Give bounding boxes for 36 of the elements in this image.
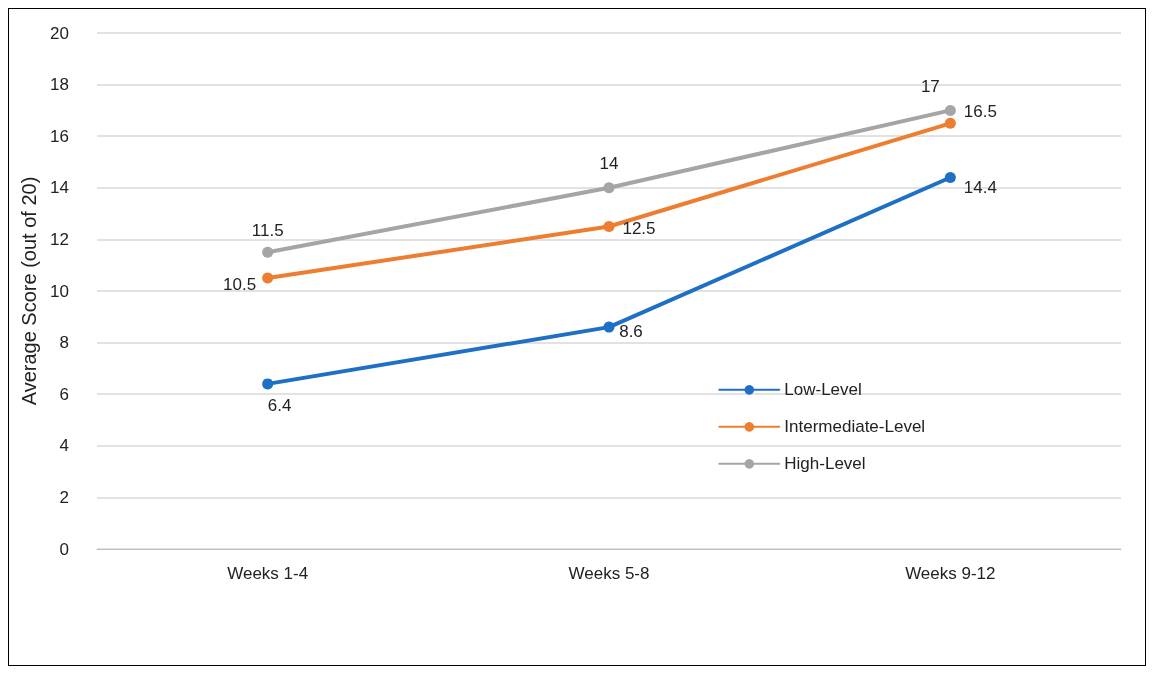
- legend-label: High-Level: [784, 454, 866, 474]
- y-axis-title: Average Score (out of 20): [18, 176, 41, 406]
- point: [603, 221, 615, 232]
- data-label: 17: [920, 76, 940, 96]
- x-tick-label: Weeks 9-12: [905, 564, 996, 583]
- y-tick-label: 8: [59, 333, 69, 353]
- y-tick-label: 4: [59, 436, 69, 456]
- data-label: 6.4: [267, 396, 292, 416]
- data-label: 8.6: [619, 321, 643, 341]
- point: [944, 117, 956, 129]
- x-tick-label: Weeks 5-8: [568, 564, 650, 583]
- point: [944, 171, 956, 183]
- y-tick-label: 2: [59, 487, 69, 507]
- y-tick-label: 16: [50, 126, 69, 146]
- data-label: 10.5: [223, 274, 257, 294]
- data-label: 12.5: [622, 219, 656, 238]
- data-label: 11.5: [251, 220, 284, 240]
- point: [262, 378, 274, 390]
- data-label: 14: [599, 154, 619, 174]
- x-tick-label: Weeks 1-4: [227, 564, 309, 583]
- point: [262, 272, 274, 284]
- legend-label: Intermediate-Level: [784, 417, 926, 437]
- y-tick-label: 14: [50, 178, 69, 198]
- y-tick-label: 0: [59, 539, 69, 559]
- y-tick-label: 18: [50, 75, 69, 95]
- point: [944, 104, 956, 116]
- data-label: 16.5: [963, 101, 997, 121]
- y-tick-label: 10: [50, 281, 69, 301]
- point: [603, 321, 615, 333]
- y-tick-label: 12: [50, 229, 69, 249]
- data-label: 14.4: [963, 177, 997, 197]
- y-tick-label: 20: [50, 23, 69, 43]
- legend-label: Low-Level: [784, 380, 862, 400]
- point: [262, 246, 274, 258]
- y-tick-label: 6: [59, 384, 69, 404]
- point: [603, 182, 615, 194]
